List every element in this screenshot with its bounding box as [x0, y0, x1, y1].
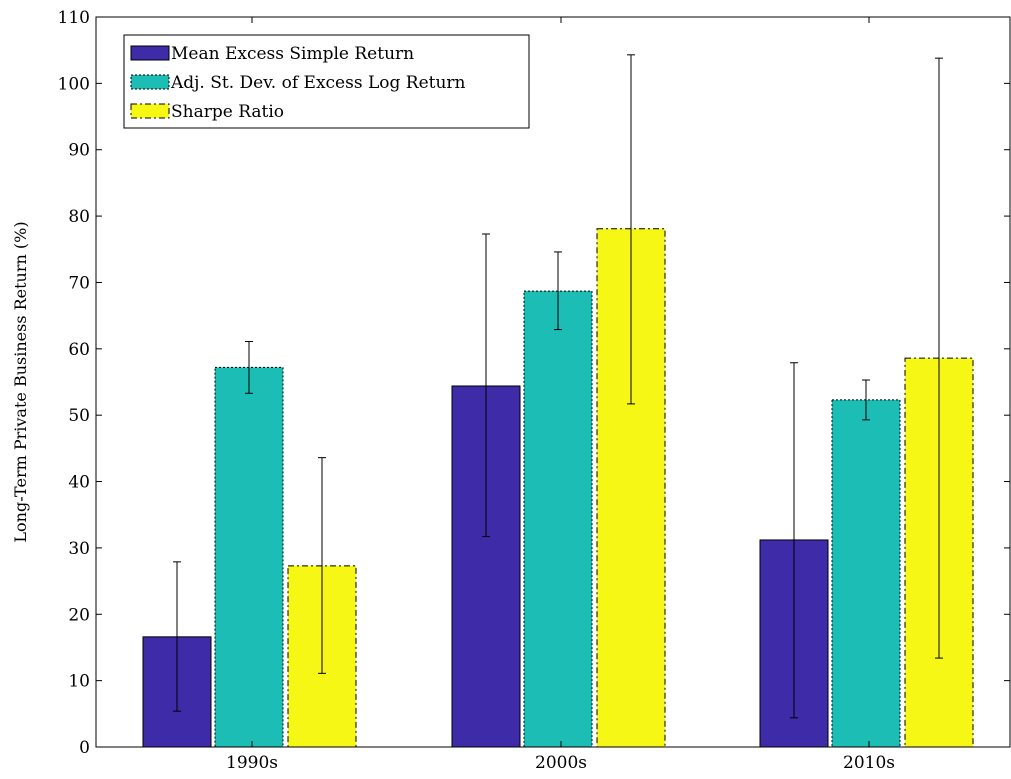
y-tick-label: 50: [68, 406, 90, 426]
legend-swatch-series-1: [130, 45, 170, 61]
bar-1990s-series-2: [214, 366, 284, 748]
y-tick-label: 10: [68, 672, 90, 692]
marks-layer: [142, 228, 974, 748]
y-tick-label: 40: [68, 473, 90, 493]
error-bar-1990s-series-3: [318, 457, 326, 674]
legend-label-series-1: Mean Excess Simple Return: [171, 44, 414, 64]
x-tick-label-2010s: 2010s: [843, 753, 895, 773]
y-axis-label: Long-Term Private Business Return (%): [11, 221, 30, 542]
error-bar-2010s-series-3: [935, 57, 943, 659]
error-bar-2000s-series-3: [627, 54, 635, 405]
y-tick-label: 30: [68, 539, 90, 559]
y-tick-label: 70: [68, 273, 90, 293]
y-tick-label: 100: [58, 74, 90, 94]
bar-2010s-series-2: [831, 399, 901, 748]
legend-swatch-series-3: [130, 103, 170, 119]
legend: Mean Excess Simple Return Adj. St. Dev. o…: [123, 34, 530, 129]
y-tick-label: 110: [58, 8, 90, 28]
legend-label-series-3: Sharpe Ratio: [171, 102, 284, 122]
plot-frame: [95, 16, 1011, 748]
y-tick-label: 90: [68, 141, 90, 161]
error-bar-1990s-series-1: [173, 561, 181, 712]
error-bar-2010s-series-1: [790, 362, 798, 719]
error-bar-2000s-series-1: [482, 233, 490, 538]
y-tick-label: 20: [68, 605, 90, 625]
x-tick-label-1990s: 1990s: [226, 753, 278, 773]
y-tick-label: 60: [68, 340, 90, 360]
x-tick-label-2000s: 2000s: [535, 753, 587, 773]
legend-swatch-series-2: [130, 74, 170, 90]
y-axis: 0 10 20 30 40 50 60 70 80 90 100 110: [58, 8, 1010, 758]
legend-label-series-2: Adj. St. Dev. of Excess Log Return: [170, 73, 466, 93]
x-axis: 1990s 2000s 2010s: [226, 17, 895, 773]
error-bar-1990s-series-2: [245, 341, 253, 394]
legend-box: [123, 34, 530, 129]
error-bar-layer: [173, 54, 943, 719]
error-bar-2010s-series-2: [862, 379, 870, 421]
y-tick-label: 80: [68, 207, 90, 227]
error-bar-2000s-series-2: [554, 251, 562, 331]
y-tick-label: 0: [79, 738, 90, 758]
bar-2000s-series-2: [523, 290, 593, 748]
